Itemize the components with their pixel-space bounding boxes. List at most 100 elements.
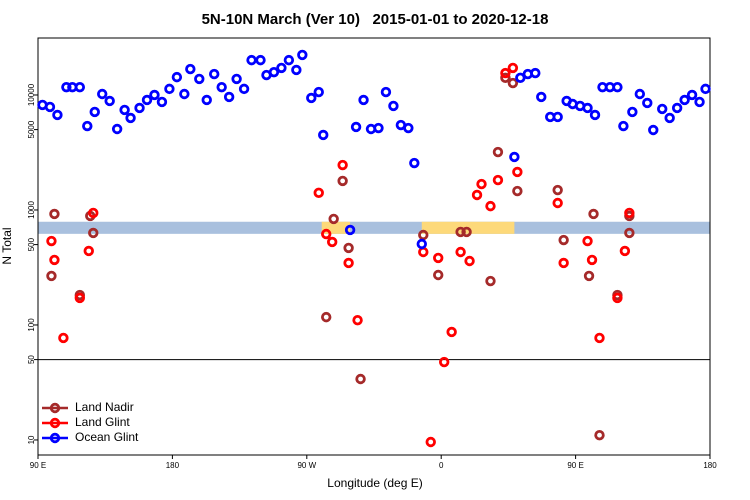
point (438, 356, 450, 368)
y-tick-label: 500 (27, 237, 36, 251)
band (38, 221, 710, 234)
point (291, 64, 302, 76)
chart-title: 5N-10N March (Ver 10) 2015-01-01 to 2020… (202, 11, 549, 28)
point (313, 86, 324, 98)
point (201, 94, 212, 106)
point (380, 86, 392, 98)
point (149, 89, 160, 101)
point (594, 430, 605, 441)
point (313, 187, 324, 199)
point (588, 208, 599, 220)
point (97, 88, 108, 100)
x-axis-label: Longitude (deg E) (327, 476, 422, 490)
point (552, 111, 563, 123)
y-tick-label: 10 (27, 435, 36, 444)
point (337, 159, 348, 171)
point (255, 54, 266, 66)
x-tick-label: 90 E (567, 461, 583, 470)
point (352, 315, 363, 326)
point (589, 109, 601, 121)
point (141, 94, 153, 106)
point (44, 101, 56, 113)
y-tick-label: 100 (27, 318, 36, 332)
point (416, 238, 427, 250)
point (337, 175, 348, 187)
point (125, 112, 136, 124)
point (485, 275, 496, 287)
legend-label: Land Glint (75, 415, 130, 429)
point (49, 208, 60, 220)
point (355, 373, 366, 385)
point (238, 83, 250, 95)
point (297, 49, 308, 61)
point (89, 106, 100, 118)
point (612, 292, 623, 304)
point (321, 311, 332, 323)
point (476, 178, 487, 190)
point (583, 270, 595, 282)
point (49, 254, 60, 266)
point (344, 224, 356, 236)
point (216, 81, 227, 93)
point (82, 120, 93, 132)
point (52, 109, 63, 121)
point (512, 166, 523, 178)
point (552, 184, 563, 196)
point (119, 104, 130, 116)
point (134, 102, 145, 114)
point (164, 83, 175, 95)
x-tick-label: 0 (439, 461, 444, 470)
plot-frame (37, 37, 711, 456)
point (507, 77, 519, 89)
point (509, 151, 520, 163)
x-tick-label: 90 W (297, 461, 316, 470)
point (268, 66, 280, 78)
point (409, 157, 420, 169)
point (657, 103, 668, 115)
point (326, 236, 338, 248)
point (624, 227, 635, 239)
point (446, 326, 457, 338)
point (558, 257, 569, 269)
point (512, 185, 523, 197)
point (586, 254, 598, 266)
point (318, 129, 329, 141)
point (433, 252, 444, 264)
point (156, 96, 168, 108)
point (321, 228, 332, 240)
point (328, 213, 339, 225)
point (642, 97, 653, 109)
point (185, 63, 196, 75)
point (88, 227, 99, 239)
point (582, 235, 593, 247)
point (433, 269, 444, 281)
point (624, 207, 635, 219)
point (388, 100, 399, 112)
point (634, 88, 646, 100)
y-tick-label: 1000 (27, 201, 36, 219)
point (179, 88, 190, 100)
y-axis-label: N Total (0, 227, 14, 264)
point (558, 234, 569, 246)
point (111, 123, 123, 135)
point (618, 120, 629, 132)
point (88, 207, 99, 219)
point (58, 332, 69, 344)
point (425, 436, 436, 448)
point (231, 73, 242, 85)
point (679, 94, 690, 106)
point (209, 68, 220, 80)
point (471, 189, 483, 201)
point (627, 106, 638, 118)
point (455, 226, 466, 238)
point (492, 146, 504, 158)
x-tick-label: 180 (166, 461, 180, 470)
y-tick-label: 50 (27, 355, 36, 364)
point (530, 67, 541, 79)
point (283, 54, 295, 66)
point (418, 229, 429, 241)
point (664, 112, 675, 124)
y-tick-label: 10000 (27, 83, 36, 106)
point (671, 102, 683, 114)
